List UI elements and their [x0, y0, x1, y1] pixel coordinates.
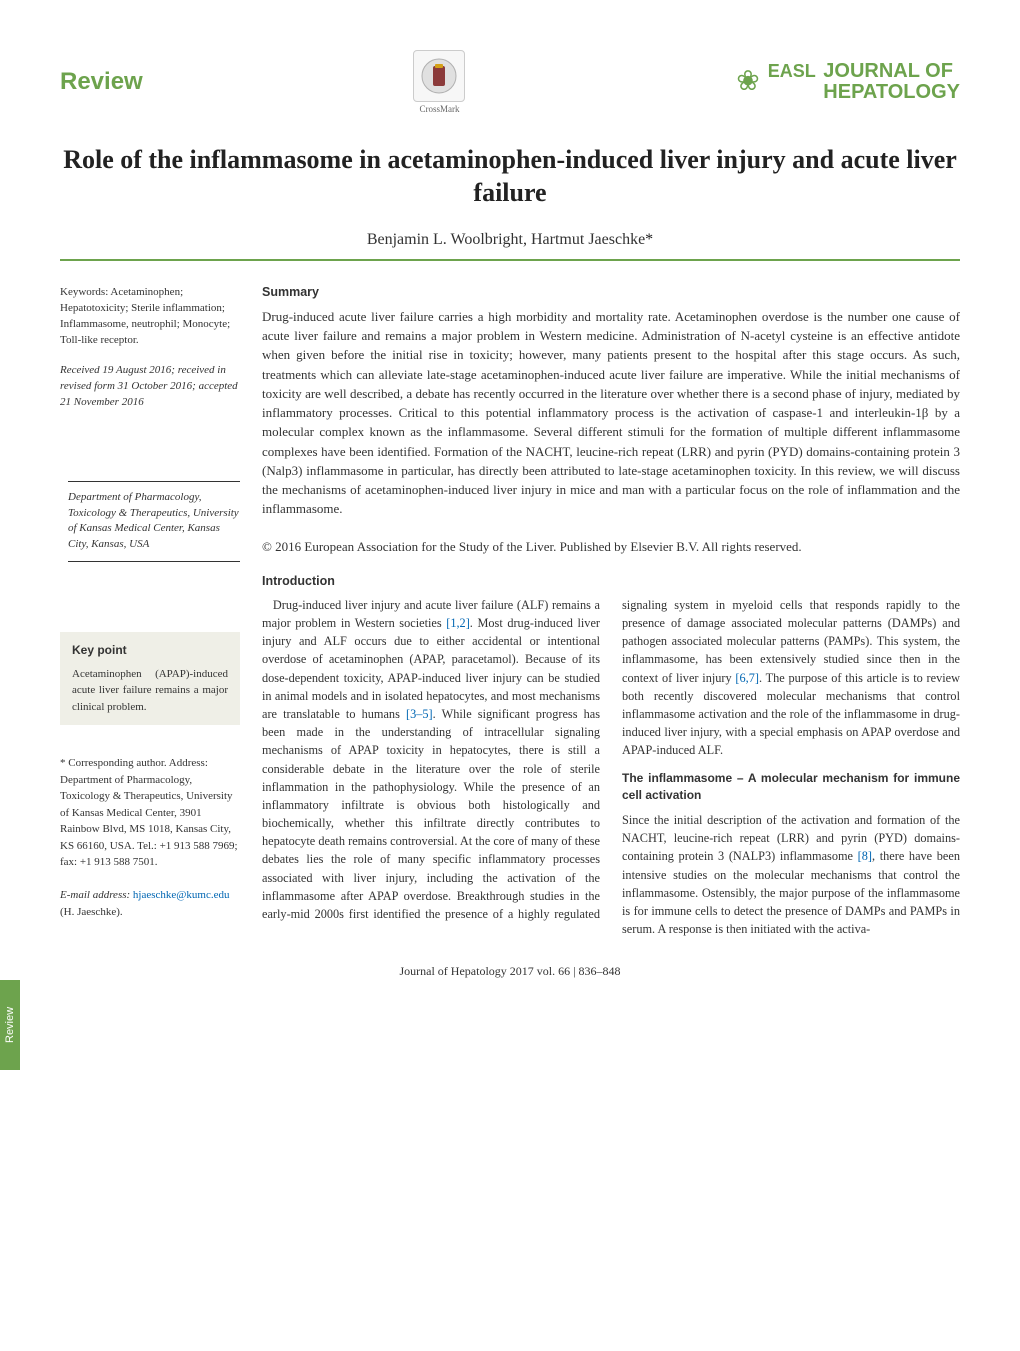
author-list: Benjamin L. Woolbright, Hartmut Jaeschke…	[60, 231, 960, 249]
copyright-line: © 2016 European Association for the Stud…	[262, 537, 960, 556]
article-history: Received 19 August 2016; received in rev…	[60, 363, 240, 411]
introduction-heading: Introduction	[262, 574, 960, 588]
page-container: Review CrossMark ❀ EASL JOURNAL OF HEPAT…	[0, 0, 1020, 1009]
citation-link[interactable]: [6,7]	[735, 671, 759, 685]
header-row: Review CrossMark ❀ EASL JOURNAL OF HEPAT…	[60, 50, 960, 114]
keypoint-box: Key point Acetaminophen (APAP)-induced a…	[60, 632, 240, 725]
footer-citation: Journal of Hepatology 2017 vol. 66 | 836…	[60, 964, 960, 979]
article-title: Role of the inflammasome in acetaminophe…	[60, 144, 960, 209]
citation-link[interactable]: [8]	[858, 849, 872, 863]
section2-heading: The inflammasome – A molecular mechanism…	[622, 770, 960, 806]
citation-link[interactable]: [1,2]	[446, 616, 470, 630]
journal-name: EASL JOURNAL OF HEPATOLOGY	[768, 61, 960, 103]
keywords-block: Keywords: Acetaminophen; Hepatotoxicity;…	[60, 285, 240, 349]
summary-body: Drug-induced acute liver failure carries…	[262, 307, 960, 519]
keypoint-text: Acetaminophen (APAP)-induced acute liver…	[72, 666, 228, 716]
corresponding-author: * Corresponding author. Address: Departm…	[60, 755, 240, 920]
crossmark-text: CrossMark	[419, 104, 459, 114]
green-rule	[60, 259, 960, 261]
crossmark-icon	[413, 50, 465, 102]
journal-logo: ❀ EASL JOURNAL OF HEPATOLOGY	[736, 61, 960, 103]
body-two-column: Drug-induced liver injury and acute live…	[262, 596, 960, 939]
sidebar: Keywords: Acetaminophen; Hepatotoxicity;…	[60, 285, 240, 938]
two-column-layout: Keywords: Acetaminophen; Hepatotoxicity;…	[60, 285, 960, 938]
keypoint-heading: Key point	[72, 642, 228, 659]
review-label: Review	[60, 68, 143, 96]
affiliation: Department of Pharmacology, Toxicology &…	[68, 481, 240, 563]
main-column: Summary Drug-induced acute liver failure…	[262, 285, 960, 938]
citation-link[interactable]: [3–5]	[406, 707, 433, 721]
email-link[interactable]: hjaeschke@kumc.edu	[133, 889, 230, 901]
crossmark-badge[interactable]: CrossMark	[413, 50, 465, 114]
side-tab-review: Review	[0, 980, 20, 1070]
keywords-label: Keywords:	[60, 286, 110, 298]
journal-leaf-icon: ❀	[736, 68, 759, 96]
summary-heading: Summary	[262, 285, 960, 299]
section2-paragraph-1: Since the initial description of the act…	[622, 811, 960, 938]
